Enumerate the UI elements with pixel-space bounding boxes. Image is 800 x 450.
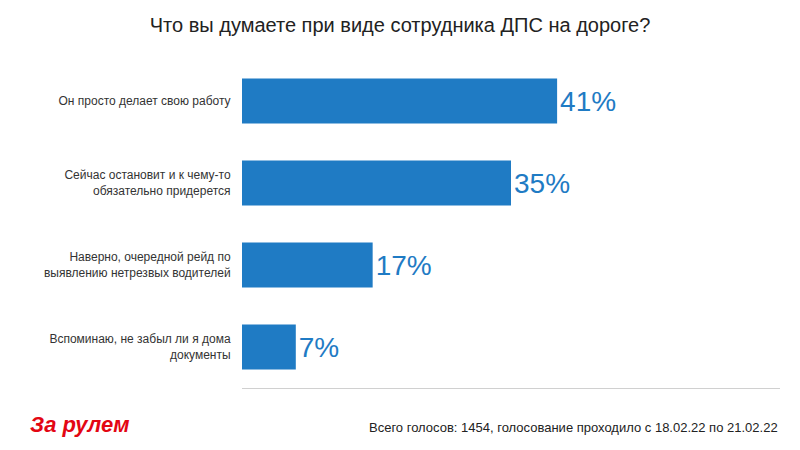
svg-text:Он просто делает свою работу: Он просто делает свою работу [59, 94, 231, 108]
svg-text:41%: 41% [560, 86, 616, 117]
svg-text:Наверно, очередной рейд повыяв: Наверно, очередной рейд повыявлению нетр… [44, 250, 231, 280]
svg-text:Вспоминаю, не забыл ли я домад: Вспоминаю, не забыл ли я домадокументы [49, 332, 231, 362]
svg-text:За рулем: За рулем [30, 412, 130, 437]
svg-text:17%: 17% [376, 250, 432, 281]
svg-text:7%: 7% [299, 332, 339, 363]
svg-text:Всего голосов: 1454, голосован: Всего голосов: 1454, голосование проходи… [369, 420, 778, 435]
svg-text:Сейчас остановит и к чему-тооб: Сейчас остановит и к чему-тообязательно … [64, 168, 231, 198]
svg-text:35%: 35% [514, 168, 570, 199]
svg-text:Что вы думаете при виде сотруд: Что вы думаете при виде сотрудника ДПС н… [150, 14, 651, 36]
